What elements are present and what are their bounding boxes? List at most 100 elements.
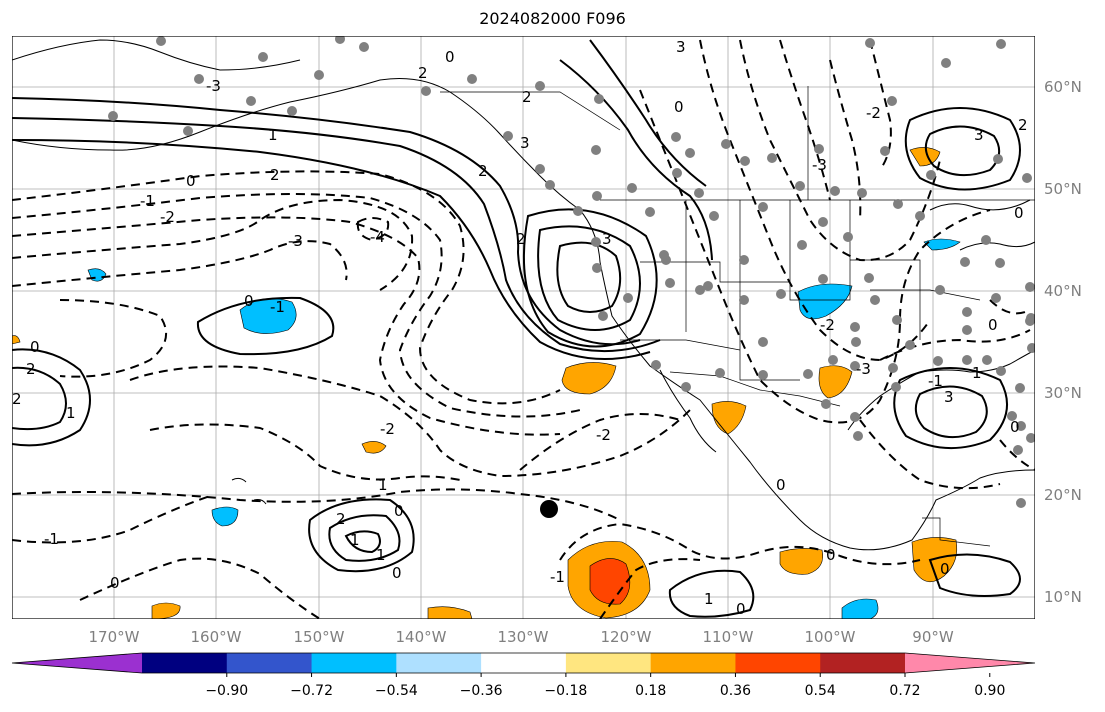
colorbar-tick-label: 0.36 (720, 683, 751, 699)
colorbar-segment (820, 653, 906, 673)
contour-neg-6 (59, 299, 168, 378)
colorbar-tick-label: 0.90 (974, 683, 1005, 699)
contour-label: 0 (988, 316, 998, 334)
contour-label: -3 (288, 232, 303, 250)
contour-label: 1 (972, 364, 982, 382)
shade-blue-2 (797, 283, 853, 320)
shade-orange-7 (909, 147, 941, 167)
contour-label: -3 (856, 360, 871, 378)
low-sub-1 (308, 498, 415, 573)
colorbar-segment (311, 653, 397, 673)
longitude-labels: 170°W 160°W 150°W 140°W 130°W 120°W 110°… (89, 628, 954, 646)
contour-label: -3 (206, 77, 221, 95)
contour-label: -1 (928, 372, 943, 390)
contour-label: 0 (1010, 418, 1020, 436)
contour-neg-13 (79, 557, 321, 619)
colorbar: −0.90 −0.72 −0.54 −0.36 −0.18 0.18 0.36 0.54 0.7… (11, 652, 1036, 699)
colorbar-segment (481, 653, 567, 673)
contour-pos-3 (12, 139, 651, 361)
low-ca-1 (928, 553, 1021, 597)
contour-neg-9 (12, 495, 211, 544)
contour-label: -2 (160, 208, 175, 226)
contour-neg-2 (12, 193, 581, 418)
contour-label: 1 (350, 531, 360, 549)
contour-label: 0 (445, 48, 455, 66)
contour-neg-8 (12, 488, 621, 521)
contour-label: 2 (336, 510, 346, 528)
shade-orange-11 (12, 335, 21, 345)
contour-label: -4 (370, 228, 385, 246)
contour-pos-2 (12, 117, 661, 353)
contour-label: 0 (776, 476, 786, 494)
contour-label: 2 (1018, 116, 1028, 134)
contour-neg-7 (356, 217, 390, 242)
colorbar-tick-label: −0.36 (460, 683, 503, 699)
low-mex-1 (668, 569, 755, 618)
contour-label: 3 (676, 38, 686, 56)
colorbar-segment (735, 653, 821, 673)
lat-label: 60°N (1044, 78, 1082, 96)
lat-label: 30°N (1044, 384, 1082, 402)
shade-red-1 (589, 558, 631, 605)
contour-label: -1 (270, 298, 285, 316)
low-far-west-2 (12, 366, 67, 431)
contour-neg-se-3 (989, 299, 1031, 315)
low-sub-3 (344, 530, 381, 554)
contour-neg-se-1 (879, 329, 1031, 361)
low-se-1 (893, 367, 1008, 449)
shade-blue-6 (841, 598, 879, 619)
contour-label: 1 (378, 476, 388, 494)
contour-neg-15 (599, 558, 701, 619)
political-borders (440, 86, 1035, 547)
contour-neg-12 (519, 413, 681, 471)
contour-label: 1 (268, 126, 278, 144)
contour-label: 1 (66, 404, 76, 422)
contour-label: 1 (376, 546, 386, 564)
contour-label: 0 (392, 564, 402, 582)
contour-neg-ne-3 (739, 39, 941, 262)
contour-label: -1 (140, 192, 155, 210)
contour-label: -3 (812, 156, 827, 174)
shade-orange-5 (779, 548, 823, 575)
shade-orange-2 (818, 365, 853, 399)
low-far-west-1 (12, 348, 91, 447)
lon-label: 110°W (703, 628, 754, 646)
contour-label: 0 (826, 546, 836, 564)
latitude-labels: 60°N 50°N 40°N 30°N 20°N 10°N (1044, 78, 1082, 606)
lon-label: 140°W (396, 628, 447, 646)
contour-neg-1 (12, 170, 561, 405)
shade-blue-3 (211, 506, 239, 527)
contour-neg-11 (149, 423, 461, 481)
low-west-coast-3 (523, 208, 658, 348)
contour-neg-ne-2 (699, 39, 931, 362)
colorbar-extend-min (12, 653, 142, 673)
contour-label: 3 (602, 230, 612, 248)
contour-neg-4 (12, 198, 414, 291)
contour-label: 0 (394, 502, 404, 520)
contour-label: -1 (44, 530, 59, 548)
colorbar-tick-label: −0.54 (375, 683, 418, 699)
shade-orange-1 (561, 362, 617, 395)
lat-label: 50°N (1044, 180, 1082, 198)
station-points (108, 36, 1035, 508)
contour-label: 3 (974, 126, 984, 144)
low-se-2 (914, 385, 988, 439)
colorbar-tick-label: 0.18 (635, 683, 666, 699)
contour-label: 2 (26, 360, 36, 378)
contour-label: 0 (110, 574, 120, 592)
contour-label: -2 (380, 420, 395, 438)
contour-labels: 0 2 2 1 -3 0 2 -1 -2 -3 -4 0 -1 0 2 2 1 … (12, 38, 1028, 618)
contour-label: 0 (186, 172, 196, 190)
contour-label: 2 (516, 230, 526, 248)
lat-label: 40°N (1044, 282, 1082, 300)
low-east-1 (904, 107, 1021, 191)
contour-neg-3 (12, 216, 561, 436)
contour-label: 0 (244, 292, 254, 310)
lon-label: 100°W (805, 628, 856, 646)
contour-label: 2 (12, 390, 22, 408)
contour-neg-se-2 (859, 419, 1001, 490)
contour-label: -1 (550, 568, 565, 586)
shade-blue-5 (923, 238, 961, 251)
contour-label: 0 (1014, 204, 1024, 222)
